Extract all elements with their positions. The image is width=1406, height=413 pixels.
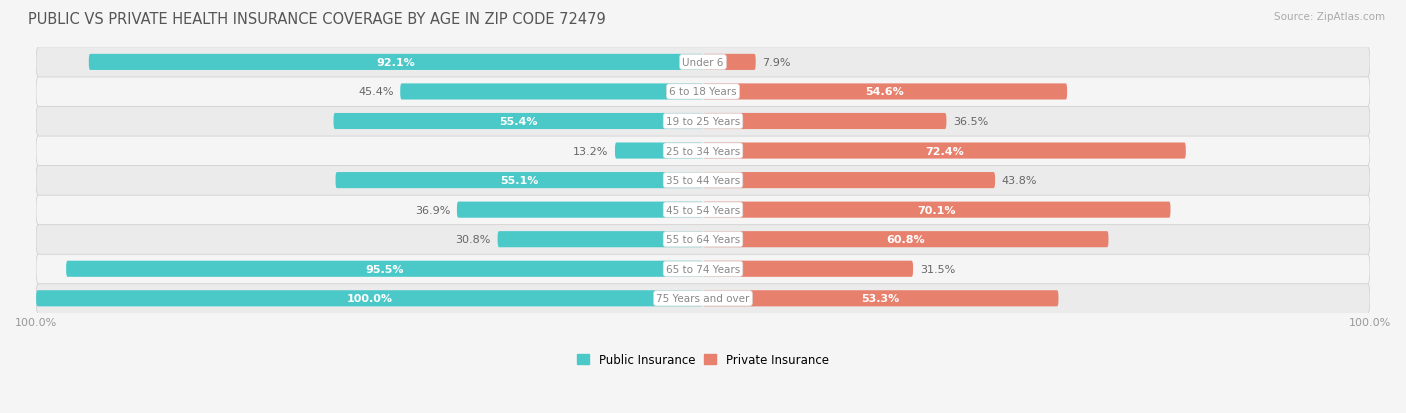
FancyBboxPatch shape bbox=[401, 84, 703, 100]
Text: 55.1%: 55.1% bbox=[501, 176, 538, 186]
Text: 31.5%: 31.5% bbox=[920, 264, 955, 274]
FancyBboxPatch shape bbox=[37, 195, 1369, 225]
FancyBboxPatch shape bbox=[703, 173, 995, 189]
Text: 43.8%: 43.8% bbox=[1001, 176, 1038, 186]
Text: Under 6: Under 6 bbox=[682, 58, 724, 68]
FancyBboxPatch shape bbox=[37, 77, 1369, 107]
FancyBboxPatch shape bbox=[457, 202, 703, 218]
FancyBboxPatch shape bbox=[703, 202, 1170, 218]
FancyBboxPatch shape bbox=[703, 114, 946, 130]
FancyBboxPatch shape bbox=[66, 261, 703, 277]
FancyBboxPatch shape bbox=[703, 84, 1067, 100]
Text: 95.5%: 95.5% bbox=[366, 264, 404, 274]
Text: 7.9%: 7.9% bbox=[762, 58, 790, 68]
FancyBboxPatch shape bbox=[336, 173, 703, 189]
Text: 45 to 54 Years: 45 to 54 Years bbox=[666, 205, 740, 215]
FancyBboxPatch shape bbox=[703, 232, 1108, 248]
FancyBboxPatch shape bbox=[37, 284, 1369, 313]
FancyBboxPatch shape bbox=[37, 136, 1369, 166]
Text: Source: ZipAtlas.com: Source: ZipAtlas.com bbox=[1274, 12, 1385, 22]
FancyBboxPatch shape bbox=[37, 290, 703, 306]
Text: 6 to 18 Years: 6 to 18 Years bbox=[669, 87, 737, 97]
FancyBboxPatch shape bbox=[703, 290, 1059, 306]
FancyBboxPatch shape bbox=[498, 232, 703, 248]
FancyBboxPatch shape bbox=[37, 107, 1369, 137]
FancyBboxPatch shape bbox=[703, 55, 755, 71]
Text: 36.9%: 36.9% bbox=[415, 205, 450, 215]
FancyBboxPatch shape bbox=[614, 143, 703, 159]
Text: 45.4%: 45.4% bbox=[359, 87, 394, 97]
Text: 60.8%: 60.8% bbox=[886, 235, 925, 244]
Text: 54.6%: 54.6% bbox=[866, 87, 904, 97]
FancyBboxPatch shape bbox=[37, 254, 1369, 284]
Text: 13.2%: 13.2% bbox=[572, 146, 609, 156]
Text: 36.5%: 36.5% bbox=[953, 117, 988, 127]
FancyBboxPatch shape bbox=[703, 261, 912, 277]
Legend: Public Insurance, Private Insurance: Public Insurance, Private Insurance bbox=[578, 353, 828, 366]
Text: PUBLIC VS PRIVATE HEALTH INSURANCE COVERAGE BY AGE IN ZIP CODE 72479: PUBLIC VS PRIVATE HEALTH INSURANCE COVER… bbox=[28, 12, 606, 27]
Text: 19 to 25 Years: 19 to 25 Years bbox=[666, 117, 740, 127]
Text: 92.1%: 92.1% bbox=[377, 58, 415, 68]
Text: 53.3%: 53.3% bbox=[862, 294, 900, 304]
FancyBboxPatch shape bbox=[89, 55, 703, 71]
Text: 75 Years and over: 75 Years and over bbox=[657, 294, 749, 304]
Text: 55 to 64 Years: 55 to 64 Years bbox=[666, 235, 740, 244]
FancyBboxPatch shape bbox=[703, 143, 1185, 159]
Text: 70.1%: 70.1% bbox=[918, 205, 956, 215]
Text: 72.4%: 72.4% bbox=[925, 146, 963, 156]
FancyBboxPatch shape bbox=[37, 225, 1369, 255]
Text: 55.4%: 55.4% bbox=[499, 117, 537, 127]
Text: 100.0%: 100.0% bbox=[346, 294, 392, 304]
Text: 30.8%: 30.8% bbox=[456, 235, 491, 244]
FancyBboxPatch shape bbox=[333, 114, 703, 130]
Text: 25 to 34 Years: 25 to 34 Years bbox=[666, 146, 740, 156]
FancyBboxPatch shape bbox=[37, 48, 1369, 78]
Text: 35 to 44 Years: 35 to 44 Years bbox=[666, 176, 740, 186]
FancyBboxPatch shape bbox=[37, 166, 1369, 196]
Text: 65 to 74 Years: 65 to 74 Years bbox=[666, 264, 740, 274]
